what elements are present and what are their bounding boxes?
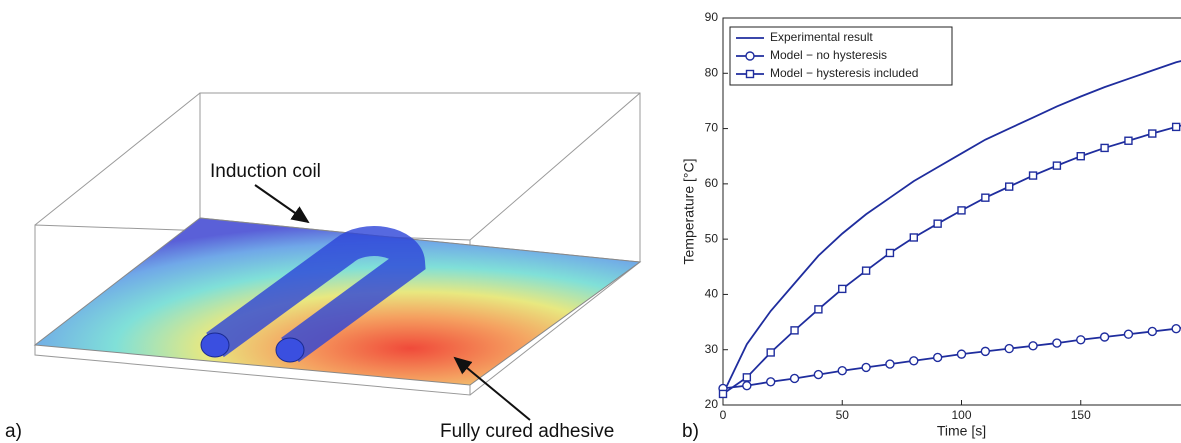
marker: [1148, 129, 1157, 138]
marker: [956, 349, 967, 359]
legend-box: [729, 26, 953, 86]
marker: [1124, 136, 1133, 145]
panel-label: a): [5, 421, 22, 442]
x-tick-label: 150: [1071, 408, 1091, 422]
x-tick-label: 0: [720, 408, 727, 422]
series-line: [722, 124, 1181, 395]
marker: [909, 233, 918, 242]
y-tick-label: 70: [705, 121, 719, 135]
marker: [742, 373, 752, 382]
box-edge: [469, 92, 641, 241]
x-axis-title: Time [s]: [937, 423, 986, 439]
marker: [1171, 122, 1181, 132]
marker: [742, 380, 752, 391]
legend: Experimental result Model − no hysteresis…: [729, 26, 953, 86]
marker: [909, 356, 919, 366]
legend-marker: [745, 51, 755, 61]
x-tick-label: 50: [836, 408, 850, 422]
y-tick-label: 30: [705, 342, 719, 356]
panel-a: [33, 92, 642, 421]
box-edge: [469, 261, 641, 396]
annotation: Induction coil: [210, 161, 321, 182]
marker: [766, 348, 775, 357]
marker: [1004, 343, 1014, 354]
marker: [838, 284, 847, 294]
marker: [1100, 143, 1109, 153]
coil-end: [275, 337, 305, 363]
legend-label: Experimental result: [770, 30, 873, 44]
marker: [861, 266, 871, 275]
y-tick-label: 60: [705, 176, 719, 190]
marker: [1052, 338, 1062, 348]
marker: [837, 366, 847, 376]
marker: [1076, 152, 1085, 161]
induction-coil: [206, 226, 426, 363]
marker: [1028, 171, 1038, 180]
legend-label: Model − hysteresis included: [770, 66, 918, 80]
marker: [718, 389, 728, 399]
y-tick-label: 90: [705, 10, 719, 24]
y-tick-label: 40: [705, 287, 719, 301]
marker: [885, 359, 895, 369]
marker: [813, 369, 824, 380]
marker: [980, 346, 991, 357]
y-axis-title: Temperature [°C]: [681, 159, 697, 265]
y-tick-label: 20: [705, 397, 719, 411]
y-tick-label: 50: [705, 231, 719, 245]
marker: [861, 362, 871, 373]
marker: [814, 305, 823, 314]
marker: [933, 219, 942, 228]
marker: [1171, 324, 1181, 334]
marker: [1123, 329, 1134, 339]
marker: [932, 352, 943, 363]
arrow: [254, 184, 310, 224]
y-tick-label: 80: [705, 65, 719, 79]
arrow: [453, 356, 531, 421]
marker: [1005, 182, 1014, 191]
legend-label: Model − no hysteresis: [770, 48, 887, 62]
coil-end: [200, 332, 230, 358]
marker: [1099, 332, 1110, 342]
marker: [1028, 341, 1038, 351]
marker: [789, 373, 800, 384]
x-tick-label: 100: [951, 408, 971, 422]
marker: [766, 377, 776, 387]
legend-marker: [745, 69, 755, 79]
marker: [885, 248, 895, 258]
marker: [1076, 335, 1086, 345]
annotation: Fully cured adhesive: [440, 421, 614, 442]
panel-label: b): [682, 421, 699, 442]
marker: [1147, 326, 1158, 337]
marker: [1052, 161, 1062, 170]
marker: [957, 206, 966, 215]
series-line: [722, 60, 1181, 395]
marker: [981, 193, 990, 202]
box-edge: [34, 92, 201, 226]
marker: [790, 326, 799, 335]
chart: 2030405060708090050100150200Time [s]Temp…: [681, 10, 1181, 439]
